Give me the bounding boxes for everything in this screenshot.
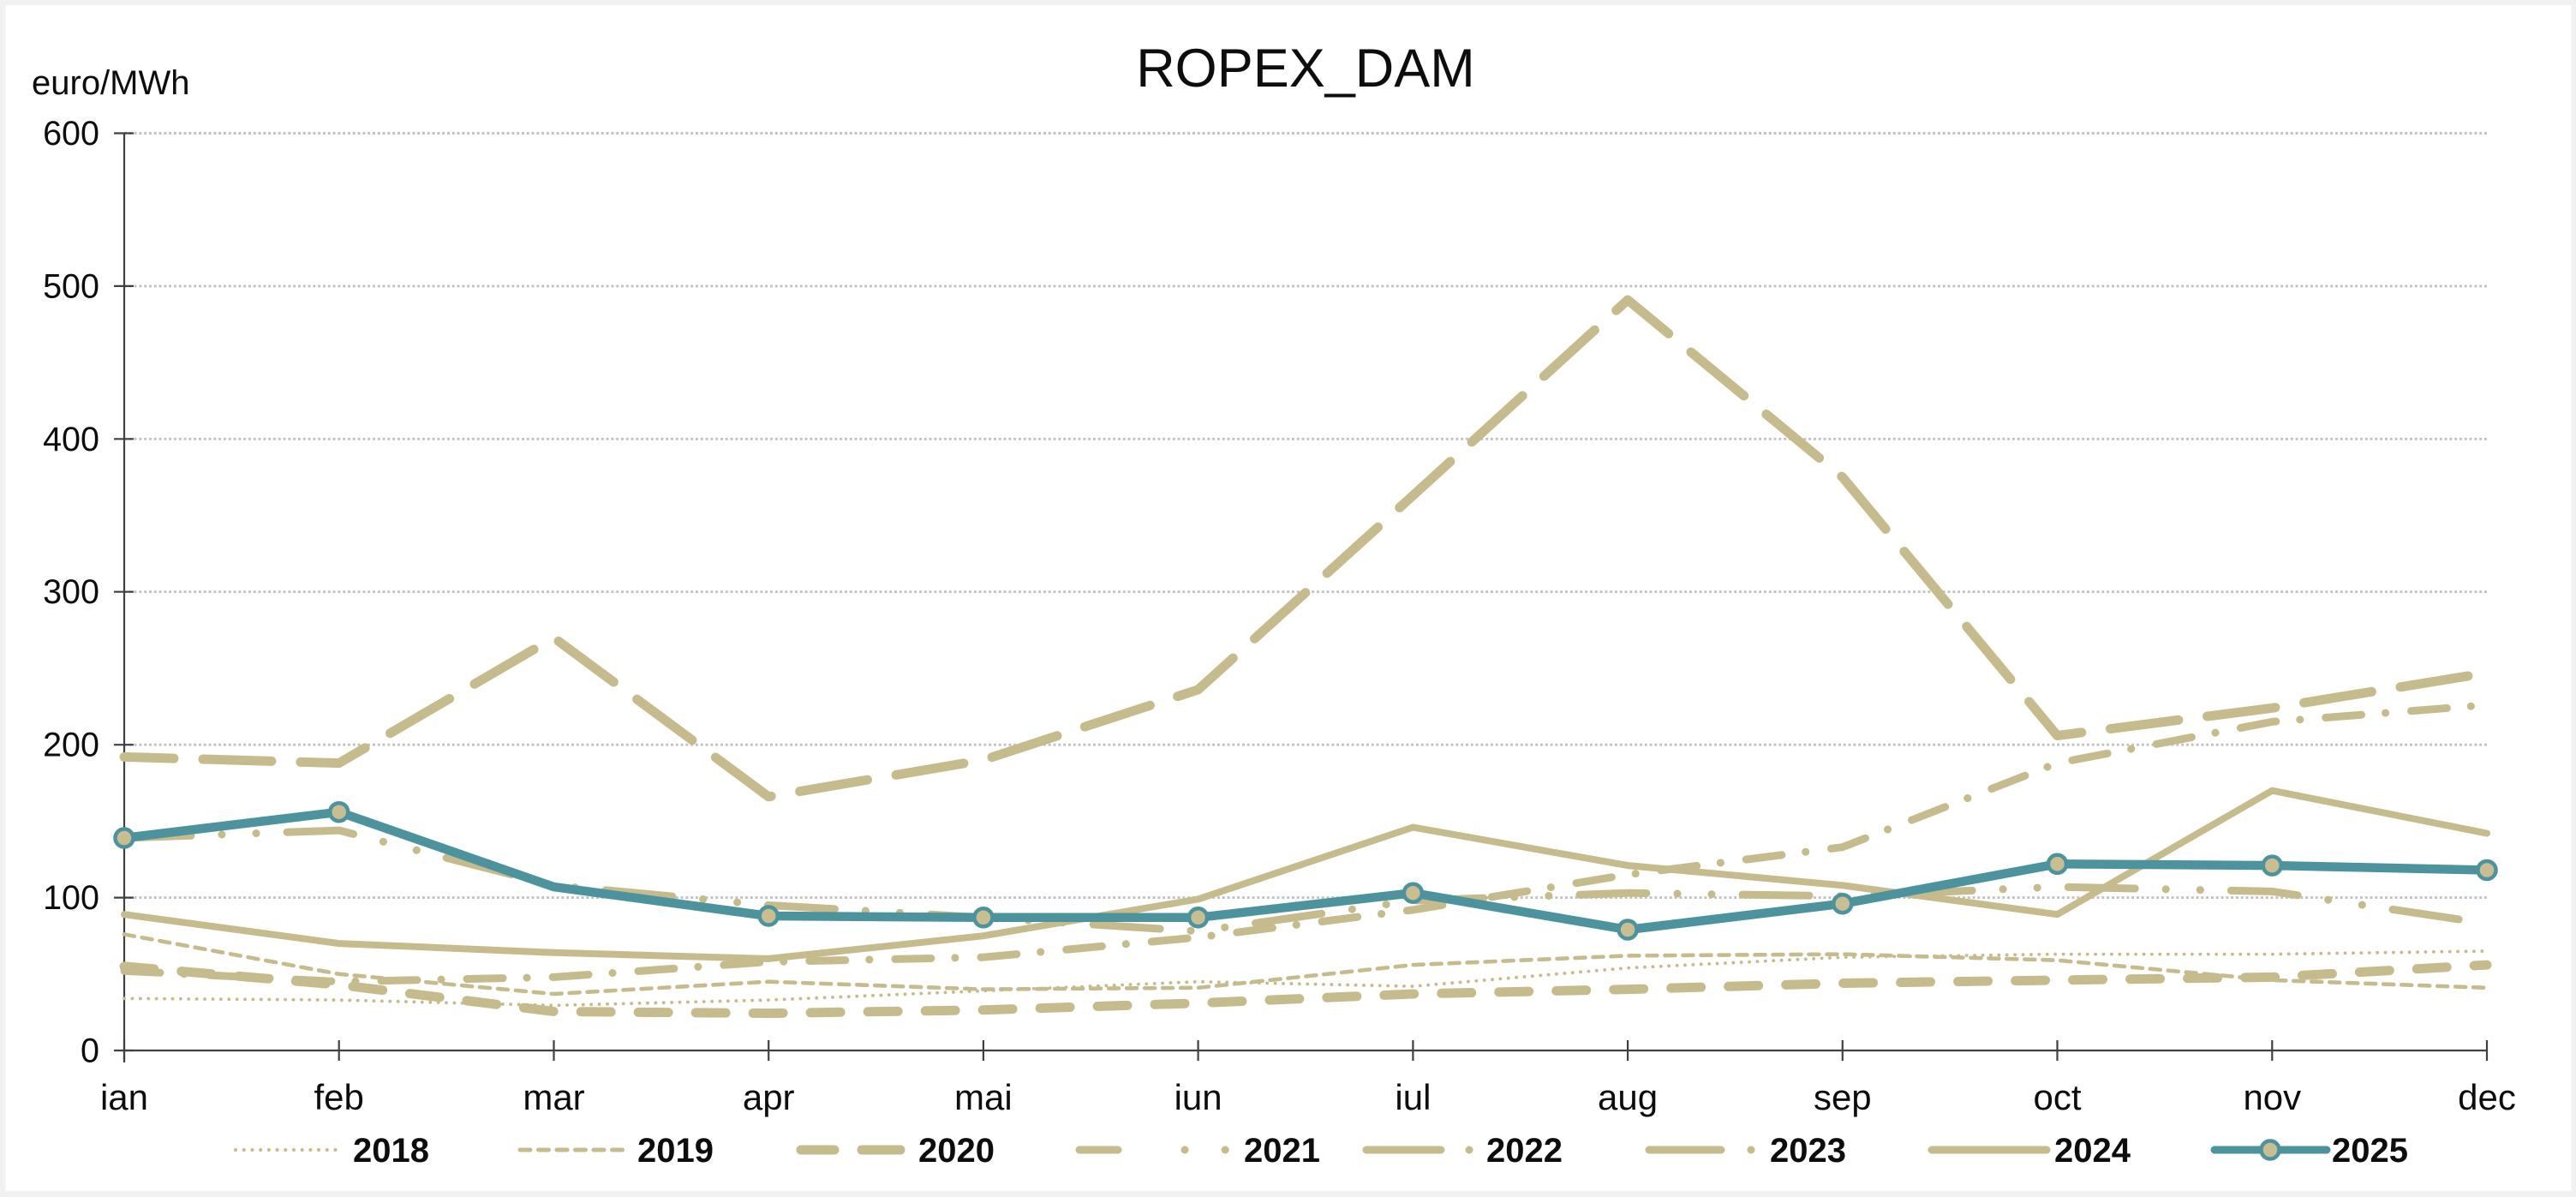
svg-text:2019: 2019 <box>637 1132 714 1170</box>
svg-text:iun: iun <box>1174 1077 1222 1117</box>
svg-text:aug: aug <box>1598 1077 1658 1117</box>
svg-text:400: 400 <box>43 421 99 458</box>
svg-text:2018: 2018 <box>353 1132 429 1170</box>
svg-text:sep: sep <box>1814 1077 1872 1117</box>
svg-text:0: 0 <box>81 1032 99 1070</box>
svg-text:oct: oct <box>2033 1077 2081 1117</box>
svg-text:2023: 2023 <box>1770 1132 1846 1170</box>
svg-text:2022: 2022 <box>1486 1132 1563 1170</box>
svg-text:500: 500 <box>43 267 99 305</box>
svg-text:ian: ian <box>100 1077 148 1117</box>
svg-text:apr: apr <box>743 1077 795 1117</box>
svg-text:2025: 2025 <box>2332 1132 2408 1170</box>
svg-text:600: 600 <box>43 115 99 153</box>
svg-text:2021: 2021 <box>1244 1132 1320 1170</box>
svg-text:mai: mai <box>954 1077 1013 1117</box>
svg-text:ROPEX_DAM: ROPEX_DAM <box>1136 39 1475 99</box>
svg-text:2024: 2024 <box>2054 1132 2131 1170</box>
svg-text:dec: dec <box>2458 1077 2516 1117</box>
svg-text:feb: feb <box>314 1077 364 1117</box>
svg-text:100: 100 <box>43 879 99 917</box>
svg-text:iul: iul <box>1395 1077 1431 1117</box>
svg-text:nov: nov <box>2243 1077 2301 1117</box>
svg-text:euro/MWh: euro/MWh <box>32 64 190 102</box>
svg-text:300: 300 <box>43 573 99 611</box>
svg-text:2020: 2020 <box>918 1132 995 1170</box>
svg-text:200: 200 <box>43 727 99 764</box>
svg-text:mar: mar <box>523 1077 584 1117</box>
